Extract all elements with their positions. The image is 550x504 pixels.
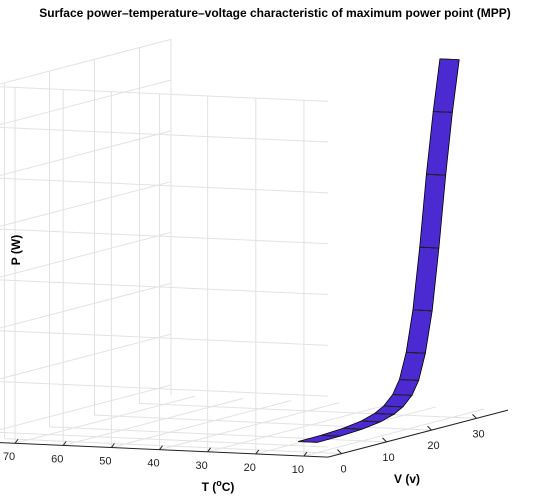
- surface-mesh-line: [406, 351, 426, 354]
- y-tick-label: 10: [382, 452, 394, 464]
- surface-mesh-line: [419, 246, 439, 249]
- y-tick-mark: [337, 449, 342, 454]
- gridline-floor-t: [207, 404, 388, 453]
- x-tick-mark: [255, 449, 260, 455]
- surface-patch: [412, 246, 440, 312]
- surface-mesh-line: [383, 405, 403, 408]
- x-tick-label: 60: [51, 453, 63, 465]
- gridline-back-p: [0, 232, 172, 278]
- x-tick-mark: [303, 451, 308, 457]
- x-tick-label: 10: [292, 464, 304, 476]
- grid-layer: [0, 38, 485, 457]
- surface-patch: [382, 394, 413, 408]
- x-tick-mark: [14, 438, 19, 444]
- y-tick-label: 0: [340, 464, 346, 476]
- surface-mesh-line: [399, 379, 419, 381]
- surface-mesh-line: [343, 427, 363, 430]
- x-tick-mark: [62, 441, 67, 446]
- surface-patch: [320, 427, 363, 437]
- x-tick-mark: [110, 443, 115, 448]
- gridline-floor-t: [159, 402, 340, 451]
- axis-layer: [0, 409, 509, 458]
- y-tick-label: 30: [472, 428, 484, 440]
- x-tick-label: 40: [147, 458, 159, 470]
- chart-title: Surface power–temperature–voltage charac…: [39, 6, 510, 20]
- x-axis-label: T (oC): [202, 478, 235, 494]
- y-axis-line: [327, 409, 509, 458]
- x-tick-mark: [159, 445, 163, 450]
- surface-mesh-line: [412, 309, 433, 312]
- surface-patch: [398, 351, 426, 381]
- gridline-back-p: [0, 384, 172, 431]
- x-tick-label: 70: [3, 451, 15, 463]
- gridline-floor-t: [303, 408, 485, 457]
- surface-patch: [359, 412, 396, 423]
- surface-mesh-line: [298, 441, 318, 443]
- gridline-back-p: [0, 130, 172, 177]
- surface-mesh-line: [320, 434, 340, 437]
- y-tick-label: 20: [427, 440, 439, 452]
- y-tick-mark: [472, 414, 477, 419]
- surface-mesh-line: [361, 420, 381, 423]
- surface-patch: [405, 309, 433, 354]
- gridline-back-p: [0, 181, 172, 227]
- surface-mesh-line: [433, 110, 453, 113]
- x-tick-label: 20: [244, 462, 256, 474]
- surface-mesh-line: [374, 412, 394, 415]
- y-axis-label: V (v): [394, 472, 420, 486]
- gridline-edge: [0, 86, 329, 102]
- surface-mesh-line: [439, 58, 460, 61]
- y-tick-mark: [427, 425, 432, 431]
- surface-patch: [425, 111, 453, 176]
- gridline-floor-t: [63, 397, 244, 446]
- gridline-edge: [0, 38, 172, 85]
- gridline-back-p: [0, 333, 172, 380]
- x-tick-label: 30: [196, 460, 208, 472]
- y-tick-mark: [382, 437, 387, 443]
- gridline-back-p: [0, 79, 172, 126]
- gridline-back-p: [0, 282, 172, 329]
- surface-mesh-line: [426, 173, 446, 176]
- surface-layer: [298, 58, 460, 443]
- x-tick-label: 50: [99, 456, 111, 468]
- gridline-floor-t: [14, 395, 196, 444]
- x-tick-mark: [207, 447, 212, 453]
- tick-labels: 050100150200250300706050403020100102030: [3, 428, 485, 476]
- surface-patch: [432, 58, 460, 113]
- surface-patch: [419, 173, 447, 249]
- surface-patch: [392, 379, 420, 396]
- surface-mesh-line: [392, 394, 412, 396]
- z-axis-label: P (W): [9, 235, 23, 265]
- gridline-floor-t: [111, 400, 292, 449]
